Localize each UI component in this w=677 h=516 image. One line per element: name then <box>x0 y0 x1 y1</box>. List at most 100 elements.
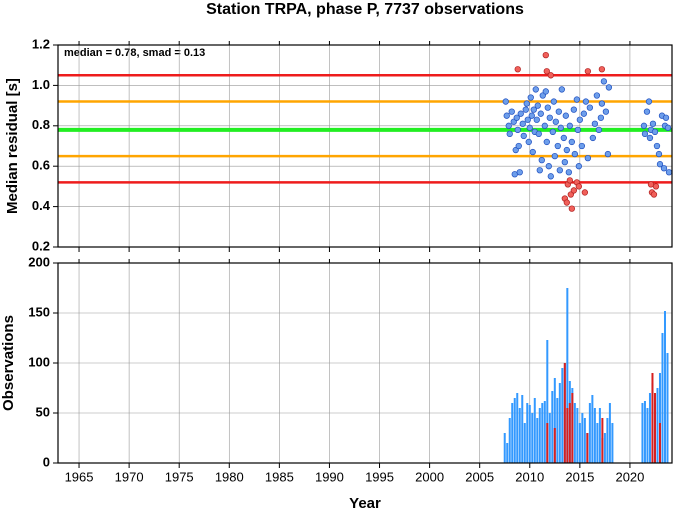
bar <box>553 428 556 463</box>
data-point <box>649 120 657 127</box>
bar <box>508 418 511 463</box>
y-tick-label: 0 <box>43 454 50 469</box>
y-tick-label: 100 <box>28 354 50 369</box>
bar <box>526 403 529 463</box>
data-point <box>560 134 567 142</box>
bar <box>513 398 516 463</box>
y-tick-label: 50 <box>36 404 50 419</box>
data-point <box>655 150 663 158</box>
y-tick-label: 1.0 <box>32 77 50 92</box>
data-point <box>551 152 558 160</box>
data-point <box>645 98 653 105</box>
y-axis-label: Median residual [s] <box>4 78 21 214</box>
data-point <box>582 98 590 105</box>
data-point <box>547 72 554 79</box>
data-point <box>538 156 545 164</box>
data-point <box>563 146 570 154</box>
data-point <box>549 128 556 136</box>
data-point <box>563 199 570 206</box>
data-point <box>546 114 553 121</box>
data-point <box>575 183 582 190</box>
data-point <box>570 187 577 194</box>
data-point <box>578 142 586 150</box>
data-point <box>565 169 572 176</box>
plot-frame <box>57 262 673 464</box>
bar <box>541 403 544 463</box>
data-point <box>656 161 664 168</box>
y-tick-label: 200 <box>28 254 50 269</box>
data-point <box>523 100 530 107</box>
data-point <box>530 106 537 113</box>
data-point <box>641 130 649 138</box>
data-point <box>568 138 575 146</box>
bar <box>593 408 596 463</box>
y-tick-label: 0.6 <box>32 158 50 173</box>
x-tick-label: 1990 <box>315 469 344 484</box>
data-point <box>589 134 597 142</box>
x-tick-label: 2010 <box>515 469 544 484</box>
data-point <box>552 118 559 125</box>
bar <box>588 403 591 463</box>
data-point <box>573 96 580 103</box>
data-point <box>508 108 515 115</box>
data-point <box>598 100 606 107</box>
data-point <box>506 130 513 138</box>
data-point <box>529 148 536 156</box>
chart-title: Station TRPA, phase P, 7737 observations <box>206 1 524 18</box>
y-tick-label: 1.2 <box>32 36 50 51</box>
bar <box>611 423 614 463</box>
data-point <box>581 189 589 196</box>
bar <box>643 401 646 463</box>
y-tick-label: 150 <box>28 304 50 319</box>
data-point <box>604 150 612 158</box>
bar <box>656 388 659 463</box>
data-point <box>555 108 562 115</box>
bar <box>546 340 549 463</box>
bar <box>571 393 574 463</box>
data-point <box>651 128 659 136</box>
data-point <box>574 126 581 133</box>
bar <box>538 408 541 463</box>
bar <box>553 378 556 463</box>
data-point <box>584 154 592 162</box>
bar <box>646 408 649 463</box>
data-point <box>514 66 521 73</box>
data-point <box>534 102 541 109</box>
data-point <box>643 108 651 115</box>
data-point <box>584 68 592 75</box>
x-tick-label: 2020 <box>615 469 644 484</box>
bar <box>608 403 611 463</box>
bar <box>661 333 664 463</box>
data-point <box>570 106 577 113</box>
data-point <box>662 114 670 121</box>
bar <box>586 433 589 463</box>
data-point <box>533 116 540 123</box>
data-point <box>646 134 654 142</box>
data-point <box>575 163 582 170</box>
bar <box>518 408 521 463</box>
x-tick-label: 1985 <box>265 469 294 484</box>
bar <box>563 363 566 463</box>
bar <box>561 368 564 463</box>
bar <box>546 423 549 463</box>
data-point <box>520 132 527 140</box>
data-point <box>586 104 594 111</box>
data-point <box>505 122 512 129</box>
data-point <box>524 116 531 123</box>
y-axis-label: Observations <box>0 315 17 411</box>
data-point <box>545 163 552 170</box>
data-point <box>536 167 543 174</box>
data-point <box>576 116 583 123</box>
bar <box>663 311 666 463</box>
data-point <box>556 167 563 174</box>
x-tick-label: 1970 <box>115 469 144 484</box>
bar <box>556 398 559 463</box>
bar <box>568 403 571 463</box>
data-point <box>528 112 535 119</box>
data-point <box>602 108 610 115</box>
data-point <box>522 106 529 113</box>
bar <box>543 401 546 463</box>
bar <box>666 353 669 463</box>
bar <box>523 423 526 463</box>
bar <box>558 383 561 463</box>
